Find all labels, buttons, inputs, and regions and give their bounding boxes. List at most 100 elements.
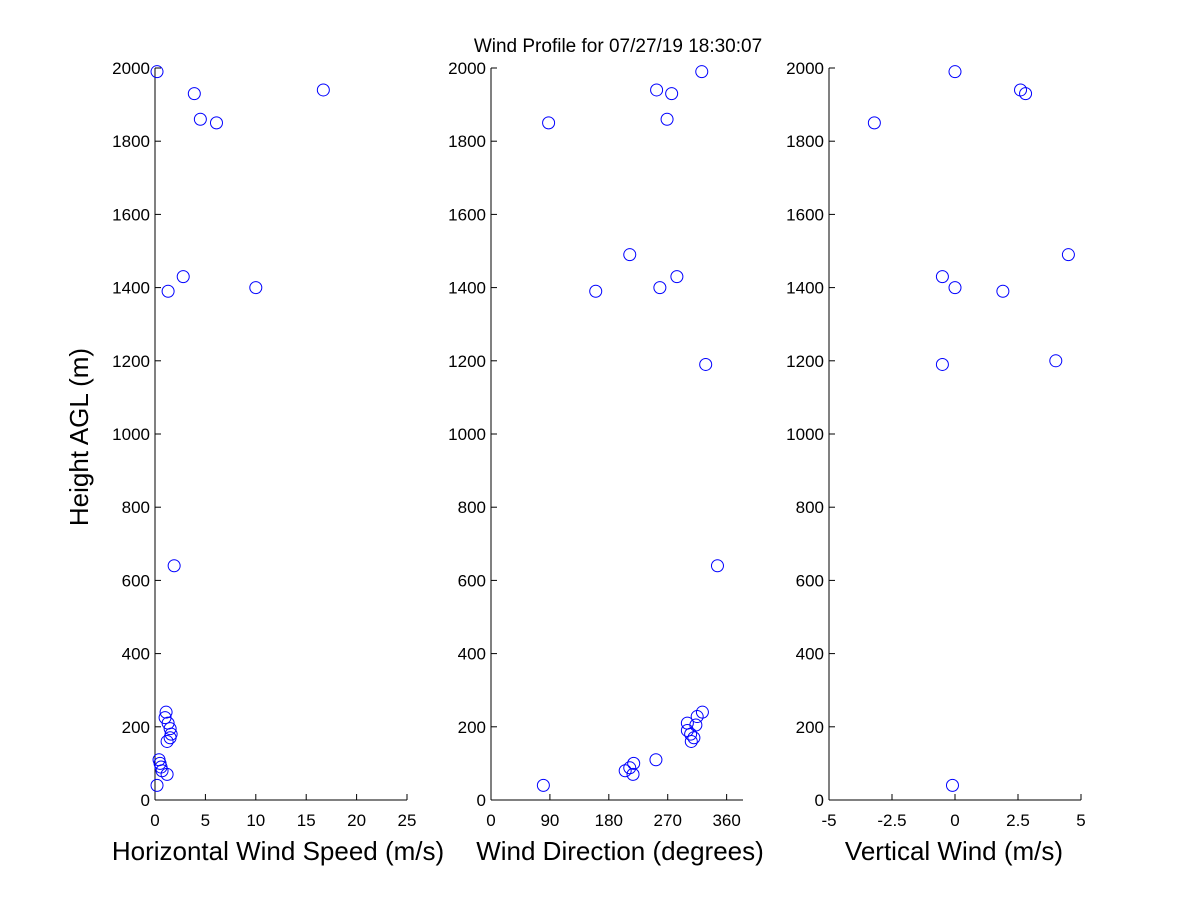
- speed-x-axis-label: Horizontal Wind Speed (m/s): [112, 836, 444, 866]
- speed-x-tick-label: 15: [297, 811, 316, 830]
- direction-y-tick-label: 1600: [448, 205, 486, 224]
- direction-data-point: [660, 112, 674, 126]
- speed-y-tick-label: 400: [122, 645, 150, 664]
- vertical-data-point: [996, 284, 1010, 298]
- speed-data-point: [316, 83, 330, 97]
- direction-data-point: [665, 87, 679, 101]
- vertical-y-tick-label: 0: [815, 791, 824, 810]
- speed-x-tick-label: 25: [398, 811, 417, 830]
- direction-y-tick-label: 1200: [448, 352, 486, 371]
- vertical-x-tick-label: 5: [1076, 811, 1085, 830]
- vertical-wind-panel: 0 200 400 600 800 1000 1200 1400 1600 1800 2000 -5 -…: [786, 59, 1086, 866]
- speed-data-point: [150, 65, 164, 79]
- vertical-y-tick-label: 400: [796, 645, 824, 664]
- direction-data-point: [542, 116, 556, 130]
- speed-y-tick-label: 1200: [112, 352, 150, 371]
- wind-speed-panel: 0 200 400 600 800 1000 1200 1400 1600 1800 2000 0 5 1…: [112, 59, 444, 866]
- direction-data-point: [623, 248, 637, 262]
- direction-data-point: [680, 723, 694, 737]
- direction-data-point: [626, 767, 640, 781]
- direction-data-point: [653, 281, 667, 295]
- direction-data-point: [684, 727, 698, 741]
- direction-y-tick-label: 400: [458, 645, 486, 664]
- vertical-data-point: [948, 65, 962, 79]
- chart-title: Wind Profile for 07/27/19 18:30:07: [474, 36, 762, 57]
- direction-y-tick-label: 200: [458, 718, 486, 737]
- direction-x-tick-label: 0: [486, 811, 495, 830]
- speed-y-tick-label: 200: [122, 718, 150, 737]
- direction-y-tick-label: 2000: [448, 59, 486, 78]
- direction-data-point: [650, 83, 664, 97]
- direction-data-point: [680, 716, 694, 730]
- speed-data-point: [176, 270, 190, 284]
- direction-y-tick-label: 1800: [448, 132, 486, 151]
- speed-data-point: [193, 112, 207, 126]
- speed-data-point: [159, 705, 173, 719]
- speed-y-tick-label: 0: [141, 791, 150, 810]
- direction-y-tick-label: 1000: [448, 425, 486, 444]
- speed-y-tick-label: 1000: [112, 425, 150, 444]
- direction-x-tick-label: 270: [654, 811, 682, 830]
- direction-x-tick-label: 360: [712, 811, 740, 830]
- vertical-x-tick-label: 0: [950, 811, 959, 830]
- y-axis-label: Height AGL (m): [64, 348, 94, 526]
- direction-data-point: [536, 778, 550, 792]
- direction-y-tick-label: 1400: [448, 279, 486, 298]
- vertical-data-point: [945, 778, 959, 792]
- vertical-x-tick-label: 2.5: [1006, 811, 1030, 830]
- speed-y-tick-label: 2000: [112, 59, 150, 78]
- vertical-y-tick-label: 1200: [786, 352, 824, 371]
- speed-data-point: [160, 767, 174, 781]
- speed-data-point: [249, 281, 263, 295]
- direction-y-tick-label: 0: [477, 791, 486, 810]
- vertical-y-tick-label: 600: [796, 571, 824, 590]
- vertical-data-point: [935, 270, 949, 284]
- vertical-y-tick-label: 2000: [786, 59, 824, 78]
- vertical-y-tick-label: 1000: [786, 425, 824, 444]
- direction-y-tick-label: 800: [458, 498, 486, 517]
- direction-data-point: [687, 731, 701, 745]
- direction-data-point: [710, 559, 724, 573]
- vertical-y-tick-label: 800: [796, 498, 824, 517]
- speed-data-point: [167, 559, 181, 573]
- direction-data-point: [699, 357, 713, 371]
- speed-y-tick-label: 1600: [112, 205, 150, 224]
- vertical-data-point: [867, 116, 881, 130]
- speed-y-tick-label: 600: [122, 571, 150, 590]
- vertical-y-tick-label: 200: [796, 718, 824, 737]
- direction-data-point: [627, 756, 641, 770]
- vertical-data-point: [948, 281, 962, 295]
- vertical-x-axis-label: Vertical Wind (m/s): [845, 836, 1063, 866]
- direction-y-tick-label: 600: [458, 571, 486, 590]
- vertical-x-tick-label: -5: [821, 811, 836, 830]
- direction-data-point: [695, 705, 709, 719]
- direction-data-point: [589, 284, 603, 298]
- vertical-y-tick-label: 1400: [786, 279, 824, 298]
- speed-data-point: [161, 284, 175, 298]
- direction-data-point: [690, 710, 704, 724]
- direction-x-tick-label: 180: [595, 811, 623, 830]
- speed-x-tick-label: 10: [246, 811, 265, 830]
- speed-data-point: [160, 734, 174, 748]
- direction-data-point: [670, 270, 684, 284]
- speed-y-tick-label: 1400: [112, 279, 150, 298]
- speed-data-point: [163, 722, 177, 736]
- vertical-y-tick-label: 1600: [786, 205, 824, 224]
- speed-data-point: [209, 116, 223, 130]
- speed-y-tick-label: 1800: [112, 132, 150, 151]
- speed-x-tick-label: 5: [201, 811, 210, 830]
- direction-data-point: [684, 734, 698, 748]
- direction-data-point: [649, 753, 663, 767]
- direction-data-point: [689, 718, 703, 732]
- speed-y-tick-label: 800: [122, 498, 150, 517]
- speed-x-tick-label: 20: [347, 811, 366, 830]
- speed-data-point: [150, 778, 164, 792]
- vertical-x-tick-label: -2.5: [877, 811, 906, 830]
- vertical-data-point: [1019, 87, 1033, 101]
- speed-data-point: [163, 731, 177, 745]
- vertical-y-tick-label: 1800: [786, 132, 824, 151]
- direction-x-axis-label: Wind Direction (degrees): [476, 836, 764, 866]
- direction-data-point: [618, 764, 632, 778]
- wind-direction-panel: 0 200 400 600 800 1000 1200 1400 1600 1800 2000 0 90…: [448, 59, 764, 866]
